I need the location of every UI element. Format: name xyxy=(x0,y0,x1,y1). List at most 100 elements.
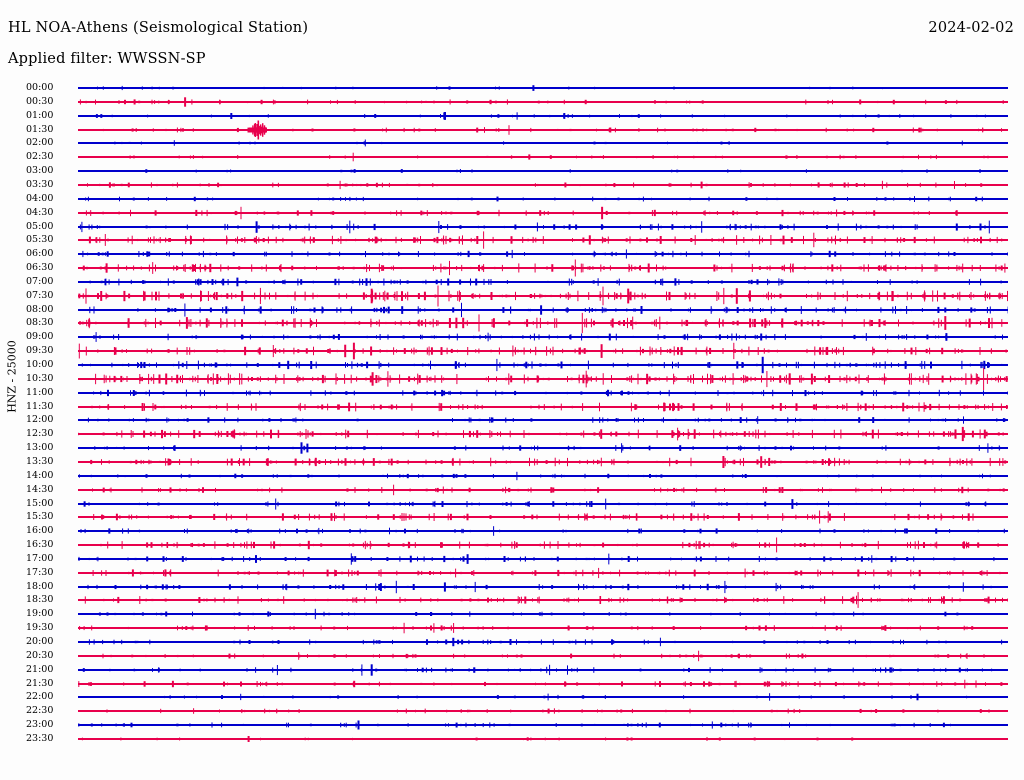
row-time-label: 23:30 xyxy=(26,732,54,744)
trace-row: 08:00 xyxy=(0,302,1024,319)
row-time-label: 16:30 xyxy=(26,539,54,551)
trace-line xyxy=(78,562,1008,584)
trace-line xyxy=(78,728,1008,750)
trace-row: 19:30 xyxy=(0,622,1024,637)
trace-row: 19:00 xyxy=(0,609,1024,623)
trace-line xyxy=(78,340,1008,362)
trace-line xyxy=(78,257,1008,279)
trace-row: 06:00 xyxy=(0,249,1024,263)
trace-line xyxy=(78,520,1008,542)
row-time-label: 19:00 xyxy=(26,608,54,620)
row-time-label: 13:30 xyxy=(26,455,54,467)
trace-row: 06:30 xyxy=(0,259,1024,277)
trace-row: 17:30 xyxy=(0,567,1024,582)
row-time-label: 04:30 xyxy=(26,206,54,218)
row-time-label: 07:00 xyxy=(26,275,54,287)
trace-line xyxy=(78,146,1008,168)
trace-line xyxy=(78,382,1008,404)
row-time-label: 11:00 xyxy=(26,386,54,398)
row-time-label: 12:30 xyxy=(26,428,54,440)
trace-line xyxy=(78,299,1008,321)
row-time-label: 16:00 xyxy=(26,525,54,537)
trace-line xyxy=(78,229,1008,251)
row-time-label: 18:00 xyxy=(26,580,54,592)
trace-row: 12:30 xyxy=(0,427,1024,443)
row-time-label: 13:00 xyxy=(26,442,54,454)
row-time-label: 06:00 xyxy=(26,248,54,260)
trace-row: 03:30 xyxy=(0,180,1024,194)
trace-line xyxy=(78,465,1008,487)
row-time-label: 22:30 xyxy=(26,705,54,717)
trace-line xyxy=(78,506,1008,528)
trace-row: 02:30 xyxy=(0,152,1024,166)
row-time-label: 04:00 xyxy=(26,192,54,204)
row-time-label: 02:00 xyxy=(26,137,54,149)
trace-line xyxy=(78,271,1008,293)
trace-line xyxy=(78,451,1008,473)
trace-row: 15:30 xyxy=(0,510,1024,526)
row-time-label: 00:00 xyxy=(26,82,54,93)
trace-line xyxy=(78,202,1008,224)
trace-line xyxy=(78,105,1008,127)
trace-row: 03:00 xyxy=(0,166,1024,180)
trace-row: 21:00 xyxy=(0,663,1024,679)
row-time-label: 23:00 xyxy=(26,719,54,731)
trace-line xyxy=(78,423,1008,445)
trace-line xyxy=(78,589,1008,611)
trace-line xyxy=(78,91,1008,113)
trace-row: 23:30 xyxy=(0,734,1024,748)
trace-line xyxy=(78,686,1008,708)
trace-row: 00:00 xyxy=(0,83,1024,97)
seismic-event-marker xyxy=(599,596,602,605)
trace-row: 17:00 xyxy=(0,553,1024,568)
row-time-label: 10:00 xyxy=(26,359,54,370)
trace-line xyxy=(78,437,1008,459)
trace-row: 11:00 xyxy=(0,388,1024,402)
trace-row: 14:30 xyxy=(0,483,1024,499)
trace-row: 20:30 xyxy=(0,649,1024,665)
trace-row: 10:30 xyxy=(0,367,1024,390)
row-time-label: 03:30 xyxy=(26,178,54,190)
trace-row: 14:00 xyxy=(0,471,1024,485)
trace-row: 08:30 xyxy=(0,313,1024,334)
trace-row: 02:00 xyxy=(0,138,1024,152)
trace-line xyxy=(78,576,1008,598)
trace-row: 07:30 xyxy=(0,285,1024,307)
row-time-label: 01:00 xyxy=(26,109,54,121)
row-time-label: 05:30 xyxy=(26,234,54,246)
row-time-label: 14:30 xyxy=(26,483,54,495)
trace-row: 04:00 xyxy=(0,194,1024,208)
trace-row: 22:30 xyxy=(0,706,1024,720)
trace-line xyxy=(78,77,1008,99)
trace-row: 13:00 xyxy=(0,442,1024,457)
row-time-label: 21:30 xyxy=(26,677,54,689)
trace-line xyxy=(78,354,1008,376)
trace-row: 15:00 xyxy=(0,498,1024,513)
row-time-label: 11:30 xyxy=(26,400,54,412)
row-time-label: 00:30 xyxy=(26,95,54,107)
trace-row: 09:00 xyxy=(0,332,1024,346)
row-time-label: 08:30 xyxy=(26,317,54,329)
trace-line xyxy=(78,548,1008,570)
seismic-event-marker xyxy=(249,120,267,140)
record-date: 2024-02-02 xyxy=(928,20,1014,36)
trace-line xyxy=(78,603,1008,625)
trace-row: 20:00 xyxy=(0,637,1024,651)
row-time-label: 05:00 xyxy=(26,220,54,232)
trace-line xyxy=(78,714,1008,736)
row-time-label: 20:00 xyxy=(26,636,54,647)
trace-line xyxy=(78,479,1008,501)
row-time-label: 15:30 xyxy=(26,511,54,523)
row-time-label: 21:00 xyxy=(26,663,54,675)
trace-line xyxy=(78,659,1008,681)
row-time-label: 03:00 xyxy=(26,165,54,177)
applied-filter-label: Applied filter: WWSSN-SP xyxy=(8,51,206,67)
trace-line xyxy=(78,700,1008,722)
row-time-label: 22:00 xyxy=(26,691,54,703)
row-time-label: 18:30 xyxy=(26,594,54,606)
trace-row: 07:00 xyxy=(0,277,1024,291)
trace-line xyxy=(78,326,1008,348)
row-time-label: 20:30 xyxy=(26,649,54,661)
trace-line xyxy=(78,160,1008,182)
